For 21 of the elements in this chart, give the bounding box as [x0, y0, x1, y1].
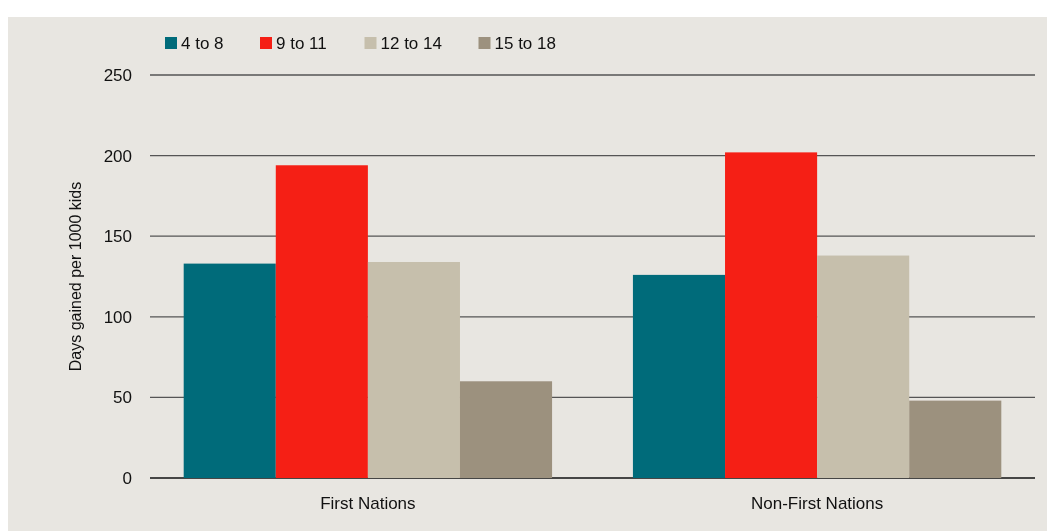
- legend-label: 4 to 8: [181, 33, 224, 53]
- bar: [275, 165, 368, 478]
- bar: [817, 255, 910, 478]
- legend-label: 15 to 18: [494, 33, 556, 53]
- legend-label: 12 to 14: [380, 33, 442, 53]
- x-tick-label: Non-First Nations: [750, 494, 884, 513]
- bar: [632, 274, 726, 478]
- y-tick-label: 100: [103, 307, 132, 327]
- x-tick-label: First Nations: [320, 494, 416, 513]
- legend-label: 9 to 11: [276, 33, 327, 53]
- y-tick-label: 250: [103, 65, 132, 85]
- y-tick-label: 50: [113, 388, 132, 408]
- y-tick-label: 200: [103, 146, 132, 166]
- y-axis-title: Days gained per 1000 kids: [67, 181, 84, 372]
- bar: [459, 381, 553, 478]
- bar: [367, 261, 460, 478]
- y-tick-label: 150: [103, 227, 132, 247]
- y-tick-label: 0: [122, 468, 132, 488]
- bar: [183, 263, 276, 478]
- bar: [725, 152, 818, 478]
- bar: [909, 400, 1002, 478]
